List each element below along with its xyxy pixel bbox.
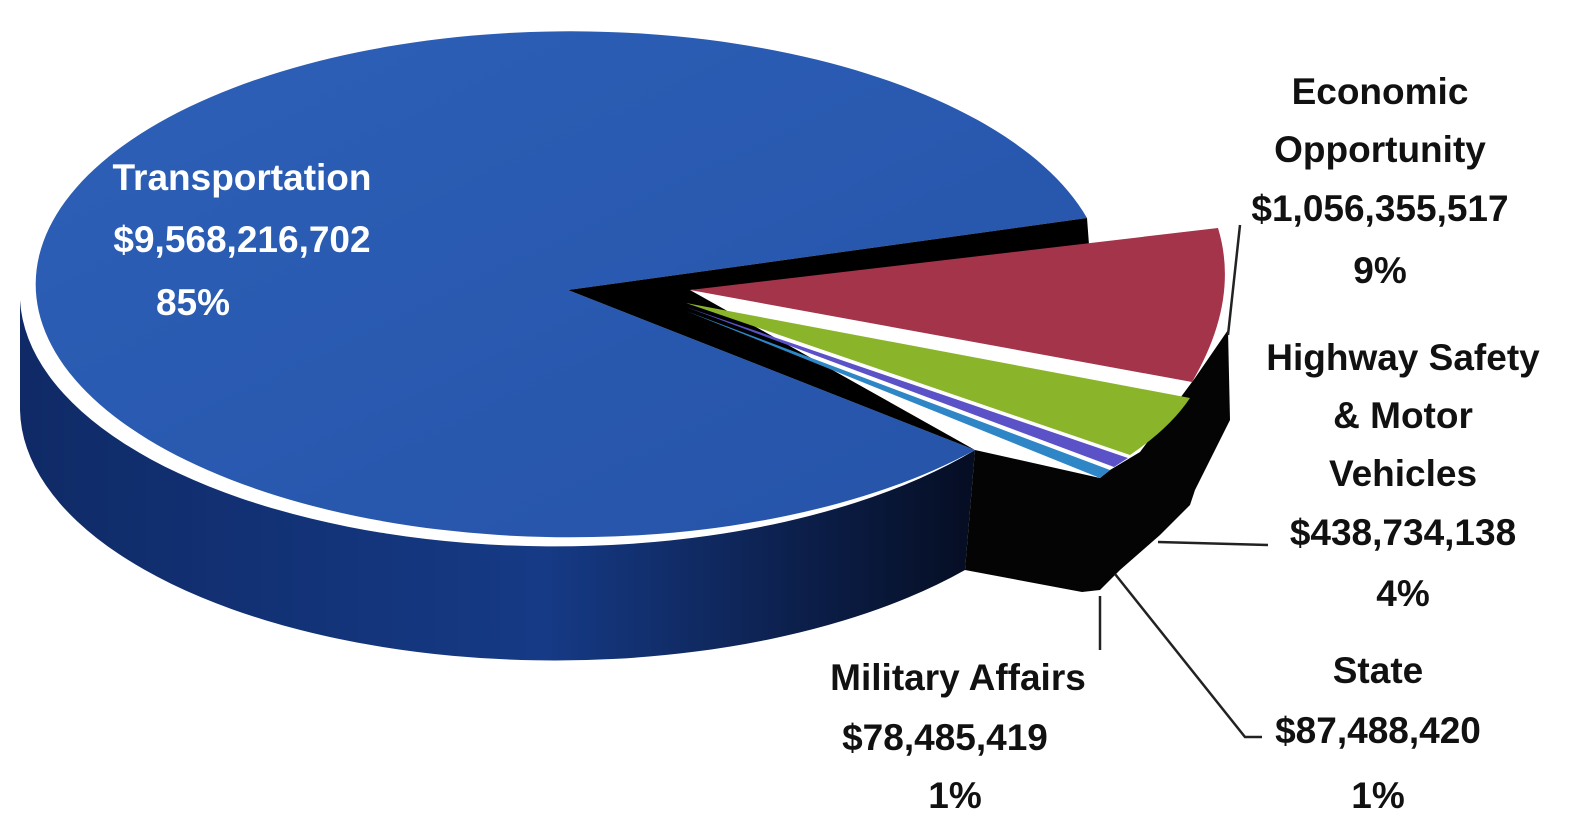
label-transportation-value: $9,568,216,702 xyxy=(113,219,370,260)
label-highway-line3: Vehicles xyxy=(1329,453,1477,494)
wedge-interior-dark xyxy=(568,218,1090,450)
label-military-name: Military Affairs xyxy=(830,657,1086,698)
label-economic-line2: Opportunity xyxy=(1274,129,1486,170)
label-state-percent: 1% xyxy=(1351,775,1404,816)
label-highway-line1: Highway Safety xyxy=(1266,337,1540,378)
label-military-percent: 1% xyxy=(928,775,981,816)
slice-state xyxy=(686,307,1128,467)
slice-side-transportation xyxy=(20,300,975,661)
label-highway-value: $438,734,138 xyxy=(1290,512,1516,553)
label-military-value: $78,485,419 xyxy=(842,717,1048,758)
label-transportation-name: Transportation xyxy=(112,157,371,198)
slice-highway-safety xyxy=(686,303,1190,455)
wedge-side-dark xyxy=(965,330,1230,592)
label-state-name: State xyxy=(1333,650,1423,691)
label-highway-percent: 4% xyxy=(1376,573,1429,614)
slice-transportation xyxy=(35,31,1087,538)
slice-military-affairs xyxy=(686,311,1110,478)
label-economic-percent: 9% xyxy=(1353,250,1406,291)
leader-state xyxy=(1114,573,1262,739)
leader-economic xyxy=(1226,224,1242,336)
label-highway-line2: & Motor xyxy=(1333,395,1473,436)
slice-economic-opportunity xyxy=(690,228,1225,382)
label-transportation-percent: 85% xyxy=(156,282,230,323)
leader-highway xyxy=(1157,540,1269,547)
label-state-value: $87,488,420 xyxy=(1275,710,1481,751)
label-economic-line1: Economic xyxy=(1292,71,1469,112)
label-economic-value: $1,056,355,517 xyxy=(1251,188,1508,229)
